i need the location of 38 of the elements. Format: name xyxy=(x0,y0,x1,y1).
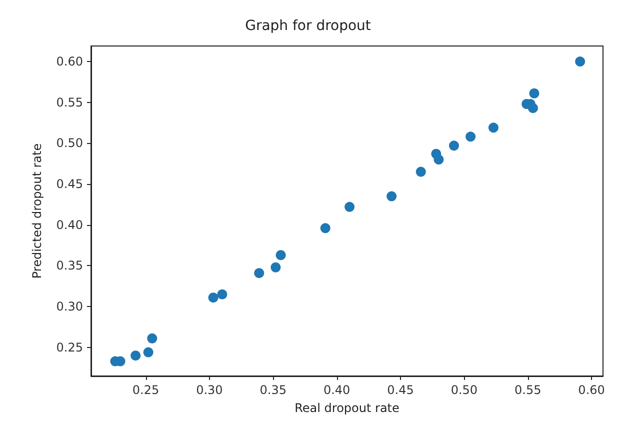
point xyxy=(143,347,154,358)
point xyxy=(208,292,218,303)
x-tick-label: 0.30 xyxy=(196,383,223,397)
y-tick-label: 0.25 xyxy=(56,340,83,354)
point xyxy=(270,262,281,272)
x-tick-label: 0.60 xyxy=(578,383,605,397)
point xyxy=(488,122,498,133)
y-axis-title: Predicted dropout rate xyxy=(30,143,44,279)
y-tick-label: 0.55 xyxy=(56,95,83,110)
x-tick-label: 0.55 xyxy=(514,383,542,397)
point xyxy=(147,333,158,344)
point xyxy=(386,191,397,202)
point xyxy=(575,56,586,67)
point xyxy=(254,268,264,278)
y-tick-label: 0.45 xyxy=(56,177,83,192)
point xyxy=(217,289,228,300)
point xyxy=(416,166,426,177)
point xyxy=(528,103,538,114)
y-tick-label: 0.50 xyxy=(56,136,83,150)
x-tick-label: 0.40 xyxy=(323,383,350,397)
x-axis-title: Real dropout rate xyxy=(294,401,400,415)
point xyxy=(448,140,459,151)
point xyxy=(434,154,444,165)
x-tick-label: 0.35 xyxy=(260,383,286,397)
chart-title: Graph for dropout xyxy=(245,18,372,34)
point xyxy=(130,350,141,361)
y-tick-label: 0.40 xyxy=(56,218,83,232)
x-tick-label: 0.45 xyxy=(387,383,414,397)
x-tick-label: 0.50 xyxy=(450,383,478,397)
point xyxy=(344,202,355,212)
point xyxy=(320,223,330,234)
x-tick-label: 0.25 xyxy=(132,383,160,397)
point xyxy=(529,88,540,98)
y-tick-label: 0.60 xyxy=(56,54,83,69)
y-tick-label: 0.35 xyxy=(56,258,83,273)
point xyxy=(276,250,286,260)
y-tick-label: 0.30 xyxy=(56,300,83,314)
point xyxy=(466,132,476,142)
